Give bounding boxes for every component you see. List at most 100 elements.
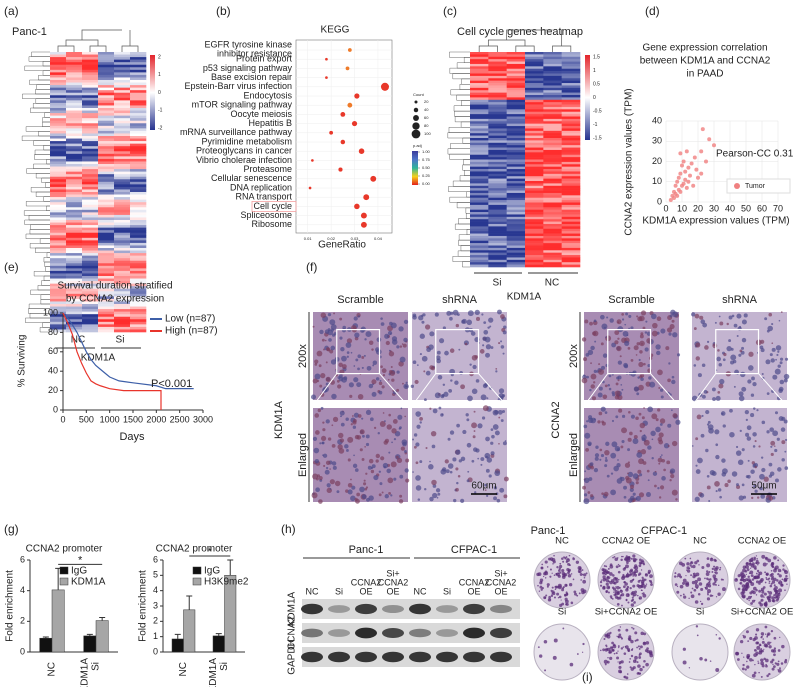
nucleus (474, 309, 480, 316)
heatmap-cell (98, 181, 115, 185)
panel-label: (a) (4, 4, 19, 18)
colony (775, 598, 779, 602)
heatmap-cell (488, 149, 507, 153)
nucleus (640, 377, 644, 381)
nucleus (318, 499, 323, 504)
nucleus (390, 333, 392, 335)
heatmap-cell (470, 97, 489, 101)
heatmap-cell (130, 92, 147, 96)
nucleus (715, 443, 719, 447)
colony (612, 556, 614, 559)
heatmap-cell (66, 268, 83, 272)
colony (715, 668, 720, 672)
nucleus (338, 362, 343, 368)
nucleus (493, 486, 498, 490)
colony (605, 634, 608, 637)
colony (719, 566, 722, 569)
heatmap-cell (50, 130, 67, 134)
colony (750, 602, 753, 605)
heatmap-cell (525, 92, 544, 96)
heatmap-cell (543, 154, 562, 158)
heatmap-cell (82, 92, 99, 96)
heatmap-cell (114, 296, 131, 300)
row-label: Enlarged (568, 433, 580, 477)
heatmap-cell (130, 52, 147, 55)
nucleus (703, 390, 708, 394)
nucleus (630, 358, 634, 362)
nucleus (668, 332, 672, 336)
heatmap-cell (470, 226, 489, 230)
nucleus (395, 455, 399, 459)
nucleus (718, 383, 724, 389)
colony (705, 570, 709, 573)
blot-band (436, 605, 458, 613)
heatmap-cell (82, 260, 99, 264)
colony (697, 577, 702, 582)
nucleus (330, 345, 336, 351)
colony (746, 568, 750, 572)
colony (754, 636, 758, 640)
point (692, 155, 697, 160)
heatmap-cell (66, 212, 83, 216)
nucleus (350, 495, 356, 502)
colony (751, 590, 754, 593)
colony (683, 595, 687, 599)
heatmap-cell (470, 204, 489, 208)
colorbar-tick-label: -2 (158, 125, 163, 131)
nucleus (474, 355, 479, 359)
nucleus (601, 323, 608, 330)
heatmap-cell (525, 190, 544, 194)
colony (763, 596, 765, 598)
heatmap-cell (82, 125, 99, 129)
nucleus (347, 482, 353, 488)
colony (616, 603, 620, 606)
heatmap-cell (561, 152, 581, 156)
heatmap-cell (130, 186, 147, 190)
heatmap-cell (82, 148, 99, 152)
heatmap-cell (130, 270, 147, 274)
colony (763, 592, 767, 596)
colony (751, 659, 754, 662)
heatmap-cell (98, 62, 115, 66)
heatmap-cell (82, 314, 99, 318)
colony (632, 574, 635, 577)
nucleus (746, 436, 752, 441)
colony (579, 573, 583, 576)
heatmap-cell (470, 245, 489, 249)
nucleus (636, 452, 643, 458)
colony (552, 563, 554, 565)
heatmap-cell (66, 143, 83, 147)
heatmap-cell (525, 171, 544, 175)
nucleus (405, 381, 408, 384)
nucleus (480, 394, 487, 401)
heatmap-cell (561, 130, 581, 134)
colony (767, 599, 772, 603)
colony (776, 595, 780, 599)
heatmap-cell (82, 85, 99, 88)
point (675, 179, 680, 184)
colony (763, 648, 765, 650)
colony (757, 564, 759, 566)
heatmap-cell (506, 123, 526, 127)
nucleus (600, 342, 604, 346)
nucleus (741, 346, 745, 350)
nucleus (365, 472, 368, 475)
heatmap-cell (50, 138, 67, 142)
heatmap-cell (66, 164, 83, 167)
heatmap-cell (98, 64, 115, 68)
heatmap-cell (130, 255, 147, 259)
nucleus (455, 323, 460, 328)
chart-title: Survival duration stratified (57, 281, 172, 292)
colony (706, 597, 711, 601)
heatmap-cell (130, 128, 147, 132)
nucleus (449, 430, 455, 435)
nucleus (733, 385, 736, 388)
colony (748, 559, 752, 563)
heatmap-cell (82, 151, 99, 155)
nucleus (695, 469, 701, 474)
heatmap-cell (525, 257, 544, 261)
nucleus (659, 388, 664, 392)
colony (632, 627, 635, 630)
heatmap-cell (98, 288, 115, 292)
